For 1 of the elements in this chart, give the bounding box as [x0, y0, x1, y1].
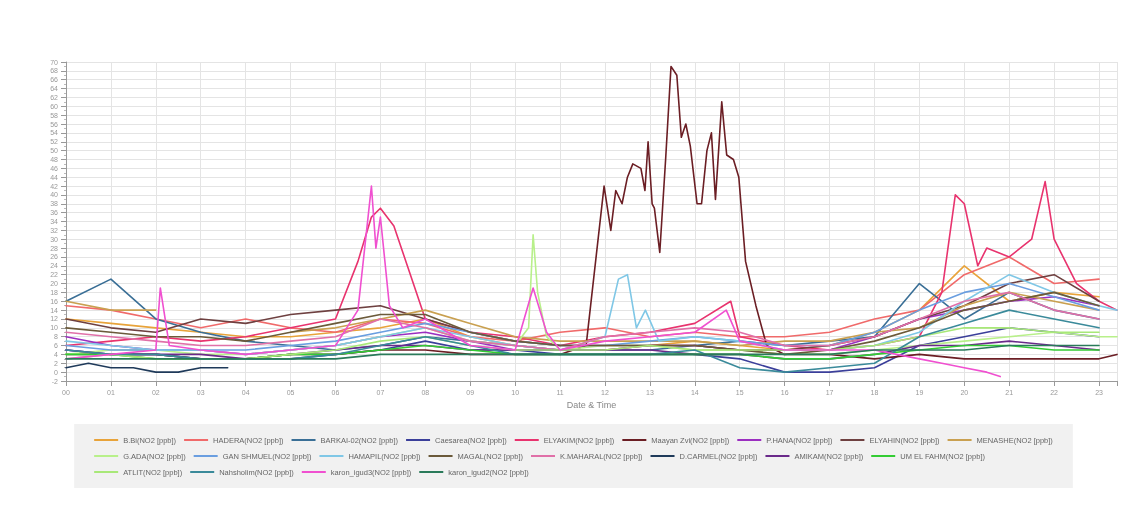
x-axis-title: Date & Time: [566, 400, 617, 411]
